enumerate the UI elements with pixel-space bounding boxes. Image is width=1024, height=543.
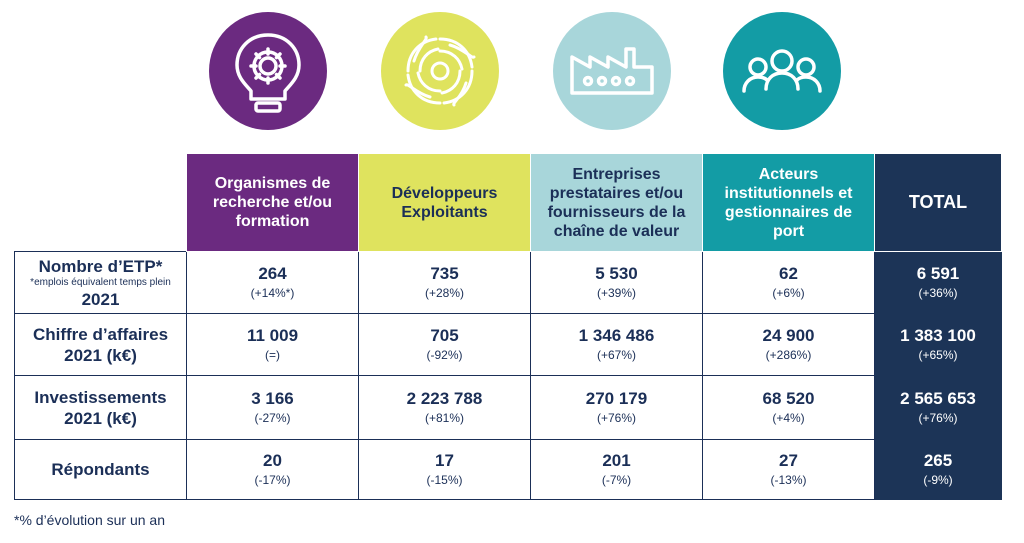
table-row-investments: Investissements 2021 (k€) 3 166 (-27%) 2 … [14, 375, 1002, 440]
row-label-year: 2021 [81, 289, 120, 309]
cell-value: 20 [263, 451, 282, 470]
research-icon-circle [209, 12, 327, 130]
cell-change: (+76%) [596, 411, 637, 425]
table-cell: 2 223 788 (+81%) [358, 375, 531, 440]
table-row-respondents: Répondants 20 (-17%) 17 (-15%) 201 (-7%) 27… [14, 439, 1002, 500]
col-header-total: TOTAL [874, 153, 1002, 252]
cell-value: 265 [923, 451, 953, 470]
cell-value: 705 [430, 326, 459, 345]
row-label: Investissements [34, 387, 167, 407]
cell-change: (-7%) [601, 473, 632, 487]
row-label-year: 2021 (k€) [64, 345, 137, 365]
cell-value: 1 346 486 [578, 326, 655, 345]
cell-value: 62 [779, 264, 798, 283]
cell-change: (+14%*) [250, 286, 295, 300]
cell-change: (+39%) [596, 286, 637, 300]
cell-change: (-92%) [426, 348, 463, 362]
table-cell: 1 346 486 (+67%) [530, 313, 703, 376]
row-label: Répondants [51, 460, 150, 479]
table-cell: 62 (+6%) [702, 251, 875, 314]
table-cell-total: 2 565 653 (+76%) [874, 375, 1002, 440]
footnote: *% d’évolution sur un an [14, 512, 165, 528]
cell-value: 735 [430, 264, 459, 283]
col-header-research: Organismes de recherche et/ou formation [186, 153, 359, 252]
row-header-revenue: Chiffre d’affaires 2021 (k€) [14, 313, 187, 376]
cell-change: (+28%) [424, 286, 465, 300]
cell-value: 3 166 [251, 389, 294, 408]
cell-value: 27 [779, 451, 798, 470]
table-cell: 27 (-13%) [702, 439, 875, 500]
table-cell-total: 6 591 (+36%) [874, 251, 1002, 314]
cell-change: (=) [265, 348, 280, 362]
cell-change: (-13%) [770, 473, 807, 487]
cell-change: (+36%) [918, 286, 958, 300]
row-label: Chiffre d’affaires [32, 324, 169, 344]
table-cell: 5 530 (+39%) [530, 251, 703, 314]
cell-change: (-15%) [426, 473, 463, 487]
table-cell: 270 179 (+76%) [530, 375, 703, 440]
cell-change: (+65%) [918, 348, 958, 362]
corner-cell [14, 153, 187, 252]
cell-value: 5 530 [595, 264, 638, 283]
lightbulb-gear-icon [235, 33, 301, 113]
table-cell: 264 (+14%*) [186, 251, 359, 314]
cell-change: (+4%) [772, 411, 805, 425]
table-cell-total: 1 383 100 (+65%) [874, 313, 1002, 376]
table-cell: 20 (-17%) [186, 439, 359, 500]
table-cell-total: 265 (-9%) [874, 439, 1002, 500]
people-group-icon [742, 49, 822, 93]
cell-change: (-17%) [254, 473, 291, 487]
cell-value: 264 [258, 264, 287, 283]
cell-value: 201 [602, 451, 631, 470]
cell-value: 68 520 [762, 389, 815, 408]
row-header-investments: Investissements 2021 (k€) [14, 375, 187, 440]
cell-change: (+67%) [596, 348, 637, 362]
swirl-icon [404, 35, 476, 107]
cell-change: (+76%) [918, 411, 958, 425]
developers-icon-circle [381, 12, 499, 130]
table-cell: 201 (-7%) [530, 439, 703, 500]
companies-icon-circle [553, 12, 671, 130]
cell-value: 2 565 653 [900, 389, 976, 408]
table-cell: 735 (+28%) [358, 251, 531, 314]
table-cell: 24 900 (+286%) [702, 313, 875, 376]
table-cell: 11 009 (=) [186, 313, 359, 376]
table-row-revenue: Chiffre d’affaires 2021 (k€) 11 009 (=) 7… [14, 313, 1002, 376]
cell-change: (-27%) [254, 411, 291, 425]
table-cell: 705 (-92%) [358, 313, 531, 376]
cell-value: 6 591 [916, 264, 960, 283]
cell-change: (+81%) [424, 411, 465, 425]
cell-value: 24 900 [762, 326, 815, 345]
stats-table: Organismes de recherche et/ou formation … [14, 153, 1002, 500]
cell-value: 11 009 [246, 326, 299, 345]
institutions-icon-circle [723, 12, 841, 130]
row-header-etp: Nombre d’ETP* *emplois équivalent temps … [14, 251, 187, 314]
cell-value: 17 [435, 451, 454, 470]
cell-change: (+6%) [772, 286, 805, 300]
cell-change: (+286%) [765, 348, 812, 362]
cell-value: 270 179 [585, 389, 648, 408]
table-cell: 17 (-15%) [358, 439, 531, 500]
table-cell: 68 520 (+4%) [702, 375, 875, 440]
row-sublabel: *emplois équivalent temps plein [30, 276, 171, 288]
row-label-year: 2021 (k€) [64, 408, 137, 428]
col-header-institutions: Acteurs institutionnels et gestionnaires… [702, 153, 875, 252]
col-header-developers: Développeurs Exploitants [358, 153, 531, 252]
table-row-etp: Nombre d’ETP* *emplois équivalent temps … [14, 251, 1002, 314]
factory-icon [570, 47, 654, 95]
header-row: Organismes de recherche et/ou formation … [14, 153, 1002, 252]
cell-value: 1 383 100 [900, 326, 976, 345]
col-header-companies: Entreprises prestataires et/ou fournisse… [530, 153, 703, 252]
cell-value: 2 223 788 [406, 389, 483, 408]
table-cell: 3 166 (-27%) [186, 375, 359, 440]
cell-change: (-9%) [923, 473, 953, 487]
row-label: Nombre d’ETP* [38, 256, 163, 276]
row-header-respondents: Répondants [14, 439, 187, 500]
